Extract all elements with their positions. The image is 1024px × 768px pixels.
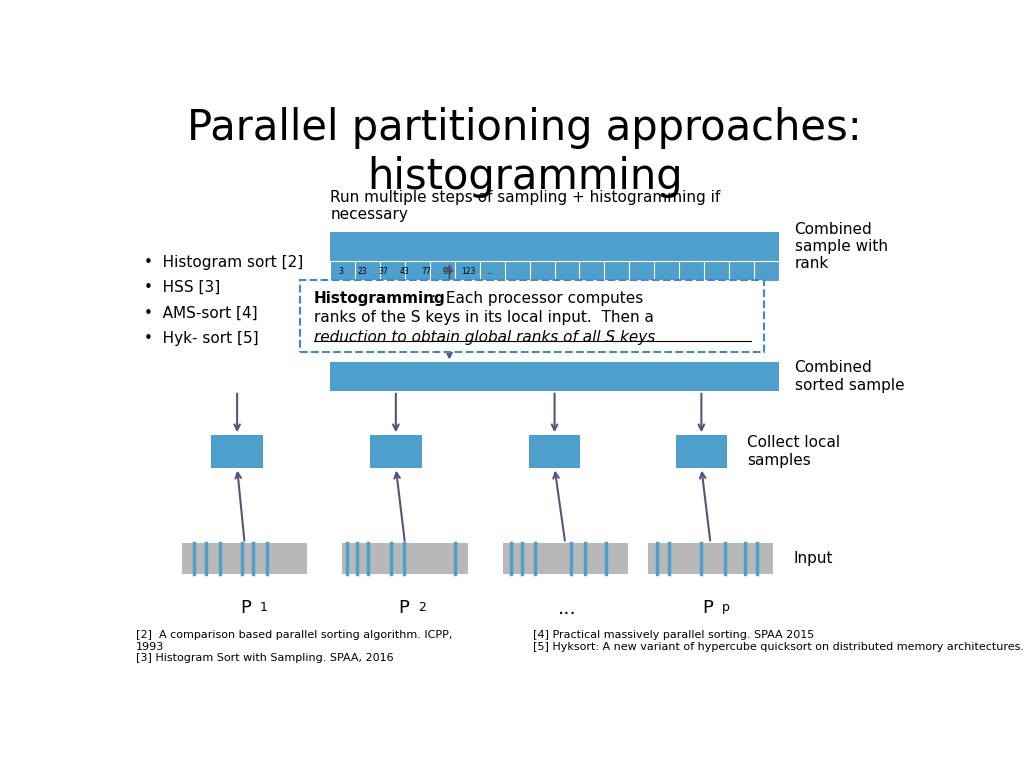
Text: 123: 123 xyxy=(462,266,476,276)
Text: [2]  A comparison based parallel sorting algorithm. ICPP,
1993
[3] Histogram Sor: [2] A comparison based parallel sorting … xyxy=(136,631,453,664)
Text: [4] Practical massively parallel sorting. SPAA 2015
[5] Hyksort: A new variant o: [4] Practical massively parallel sorting… xyxy=(532,631,1024,652)
Text: •  Hyk- sort [5]: • Hyk- sort [5] xyxy=(143,331,258,346)
Text: •  Histogram sort [2]: • Histogram sort [2] xyxy=(143,255,303,270)
Text: p: p xyxy=(722,601,729,614)
Text: Parallel partitioning approaches:
histogramming: Parallel partitioning approaches: histog… xyxy=(187,107,862,197)
Text: Combined
sample with
rank: Combined sample with rank xyxy=(795,222,888,271)
Text: Run multiple steps of sampling + histogramming if
necessary: Run multiple steps of sampling + histogr… xyxy=(331,190,721,222)
FancyBboxPatch shape xyxy=(300,280,765,353)
Text: •  HSS [3]: • HSS [3] xyxy=(143,280,220,295)
Text: 77: 77 xyxy=(421,266,431,276)
Text: Combined
sorted sample: Combined sorted sample xyxy=(795,360,904,392)
Text: 37: 37 xyxy=(379,266,388,276)
Text: P: P xyxy=(398,599,410,617)
FancyBboxPatch shape xyxy=(676,435,727,468)
Text: 23: 23 xyxy=(357,266,368,276)
Text: 1: 1 xyxy=(260,601,267,614)
Text: ...: ... xyxy=(486,266,494,276)
FancyBboxPatch shape xyxy=(182,544,307,574)
FancyBboxPatch shape xyxy=(211,435,263,468)
Text: 99: 99 xyxy=(442,266,453,276)
FancyBboxPatch shape xyxy=(503,544,628,574)
Text: ...: ... xyxy=(557,599,577,618)
Text: P: P xyxy=(240,599,251,617)
Text: 3: 3 xyxy=(339,266,343,276)
FancyBboxPatch shape xyxy=(331,362,778,391)
FancyBboxPatch shape xyxy=(342,544,468,574)
FancyBboxPatch shape xyxy=(648,544,773,574)
FancyBboxPatch shape xyxy=(331,261,778,281)
FancyBboxPatch shape xyxy=(528,435,581,468)
Text: P: P xyxy=(701,599,713,617)
FancyBboxPatch shape xyxy=(331,232,778,260)
Text: reduction to obtain global ranks of all S keys: reduction to obtain global ranks of all … xyxy=(313,330,655,345)
Text: •  AMS-sort [4]: • AMS-sort [4] xyxy=(143,306,257,321)
Text: Histogramming: Histogramming xyxy=(313,291,445,306)
Text: 43: 43 xyxy=(400,266,410,276)
Text: :  Each processor computes: : Each processor computes xyxy=(431,291,643,306)
Text: Collect local
samples: Collect local samples xyxy=(746,435,840,468)
FancyBboxPatch shape xyxy=(370,435,422,468)
Text: Input: Input xyxy=(793,551,833,566)
Text: 2: 2 xyxy=(419,601,426,614)
Text: ranks of the S keys in its local input.  Then a: ranks of the S keys in its local input. … xyxy=(313,310,653,326)
